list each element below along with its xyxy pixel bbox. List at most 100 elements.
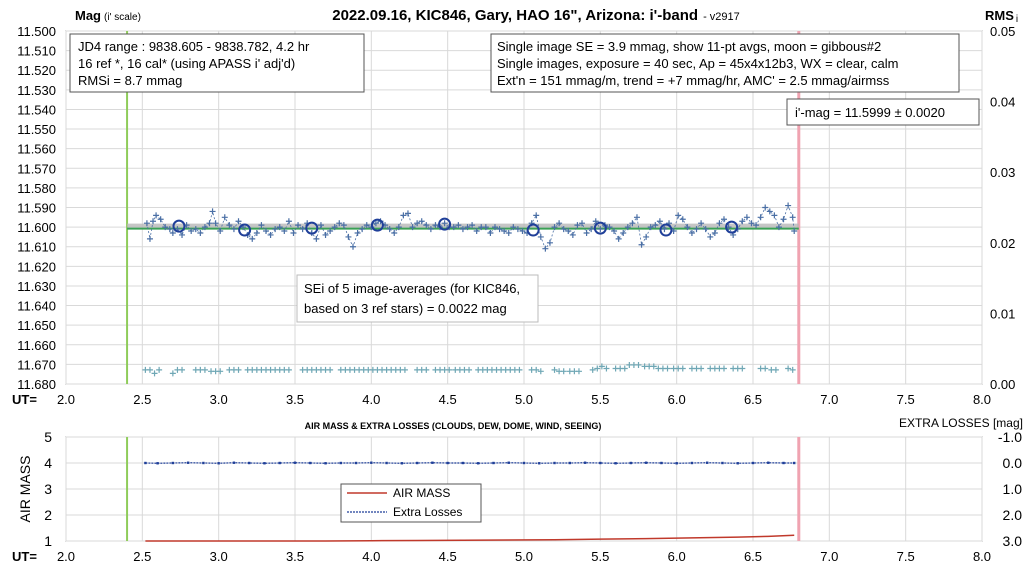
single-image-point bbox=[192, 226, 199, 233]
bottom-y2-tick-label: 0.0 bbox=[1003, 455, 1023, 471]
top-gridlines bbox=[65, 30, 983, 385]
single-image-point bbox=[491, 224, 498, 231]
extra-losses-point bbox=[538, 462, 541, 465]
single-image-point bbox=[209, 208, 216, 215]
single-image-point bbox=[313, 235, 320, 242]
single-image-point bbox=[350, 243, 357, 250]
bottom-x-tick-label: 3.0 bbox=[210, 549, 228, 564]
average-point bbox=[172, 219, 186, 233]
rms-point bbox=[603, 365, 610, 372]
single-image-point bbox=[702, 226, 709, 233]
bottom-y-tick-label: 1 bbox=[44, 533, 52, 549]
extra-losses-point bbox=[415, 461, 419, 465]
rms-point bbox=[146, 366, 153, 373]
single-image-point bbox=[505, 229, 512, 236]
info-left-line-3: RMSi = 8.7 mmag bbox=[78, 73, 182, 88]
extra-losses-point bbox=[309, 461, 312, 465]
top-y-tick-label: 11.510 bbox=[17, 44, 56, 59]
single-image-point bbox=[197, 229, 204, 236]
top-y-tick-label: 11.500 bbox=[17, 24, 56, 39]
single-image-point bbox=[299, 226, 306, 233]
single-image-point bbox=[414, 220, 421, 227]
top-y2-tick-label: 0.02 bbox=[990, 236, 1015, 251]
single-image-point bbox=[661, 226, 668, 233]
top-y-tick-label: 11.540 bbox=[17, 102, 56, 117]
bottom-x-axis-label: UT= bbox=[12, 549, 37, 564]
single-image-point bbox=[404, 210, 411, 217]
single-image-point bbox=[693, 226, 700, 233]
single-image-point bbox=[400, 212, 407, 219]
single-image-point bbox=[533, 212, 540, 219]
bottom-y-tick-label: 3 bbox=[44, 481, 52, 497]
rms-point bbox=[327, 366, 334, 373]
single-image-point bbox=[707, 233, 714, 240]
single-image-point bbox=[720, 216, 727, 223]
single-image-point bbox=[739, 218, 746, 225]
bottom-y-tick-labels: 1 2 3 4 5 bbox=[44, 429, 52, 549]
x-axis-label: UT= bbox=[12, 392, 37, 407]
single-image-point bbox=[262, 228, 269, 235]
single-image-point bbox=[473, 228, 480, 235]
bottom-y2-tick-label: 3.0 bbox=[1003, 533, 1023, 549]
single-image-point bbox=[146, 235, 153, 242]
bottom-x-tick-label: 7.5 bbox=[897, 549, 915, 564]
single-image-point bbox=[757, 214, 764, 221]
bottom-x-tick-label: 5.5 bbox=[591, 549, 609, 564]
bottom-x-tick-label: 7.0 bbox=[820, 549, 838, 564]
average-point bbox=[305, 221, 319, 235]
single-image-point bbox=[743, 214, 750, 221]
single-image-point bbox=[597, 226, 604, 233]
single-image-point bbox=[212, 220, 219, 227]
single-image-point bbox=[345, 233, 352, 240]
single-image-point bbox=[469, 222, 476, 229]
extra-losses-point bbox=[644, 461, 648, 464]
rms-point bbox=[560, 368, 567, 375]
extra-losses-point bbox=[339, 461, 342, 465]
single-image-point bbox=[169, 229, 176, 236]
extra-losses-point bbox=[583, 461, 587, 464]
extra-losses-point bbox=[144, 461, 147, 465]
rms-points bbox=[142, 361, 796, 377]
single-image-point bbox=[253, 229, 260, 236]
top-x-tick-label: 2.0 bbox=[57, 392, 75, 407]
top-y-tick-label: 11.630 bbox=[17, 279, 56, 294]
rms-point bbox=[423, 366, 430, 373]
y-axis-label: Mag (i' scale) bbox=[75, 8, 141, 23]
bottom-x-tick-label: 3.5 bbox=[286, 549, 304, 564]
rms-point bbox=[551, 366, 558, 373]
bottom-y-tick-label: 5 bbox=[44, 429, 52, 445]
info-box-right: Single image SE = 3.9 mmag, show 11-pt a… bbox=[490, 33, 960, 93]
extra-losses-point bbox=[553, 461, 556, 465]
rms-point bbox=[533, 366, 540, 373]
single-image-point bbox=[551, 224, 558, 231]
single-image-point bbox=[656, 218, 663, 225]
fit-band bbox=[127, 223, 799, 228]
rms-point bbox=[785, 365, 792, 372]
extra-losses-point bbox=[751, 461, 755, 465]
single-image-points bbox=[143, 202, 798, 252]
single-image-point bbox=[569, 231, 576, 238]
rms-point bbox=[217, 368, 224, 375]
top-x-tick-label: 7.0 bbox=[820, 392, 838, 407]
single-image-point bbox=[592, 218, 599, 225]
extra-losses-point bbox=[706, 461, 709, 464]
single-image-point bbox=[441, 220, 448, 227]
single-image-point bbox=[226, 222, 233, 229]
top-y-tick-label: 11.650 bbox=[17, 318, 56, 333]
single-image-point bbox=[675, 212, 682, 219]
rms-point bbox=[466, 366, 473, 373]
bottom-x-tick-label: 5.0 bbox=[515, 549, 533, 564]
bottom-x-tick-label: 2.0 bbox=[57, 549, 75, 564]
rms-point bbox=[635, 361, 642, 368]
top-y-tick-label: 11.680 bbox=[17, 377, 56, 392]
single-image-point bbox=[620, 229, 627, 236]
bottom-x-tick-label: 2.5 bbox=[133, 549, 151, 564]
top-y2-tick-label: 0.01 bbox=[990, 306, 1015, 321]
sei-note-line-2: based on 3 ref stars) = 0.0022 mag bbox=[304, 301, 507, 316]
extra-losses-point bbox=[202, 461, 205, 465]
single-image-point bbox=[487, 229, 494, 236]
bottom-x-tick-labels: 2.0 2.5 3.0 3.5 4.0 4.5 5.0 5.5 6.0 6.5 7.0 7.5 8.0 bbox=[57, 549, 991, 564]
single-image-point bbox=[322, 231, 329, 238]
single-image-point bbox=[789, 214, 796, 221]
y2-axis-label: RMS i bbox=[985, 8, 1018, 25]
